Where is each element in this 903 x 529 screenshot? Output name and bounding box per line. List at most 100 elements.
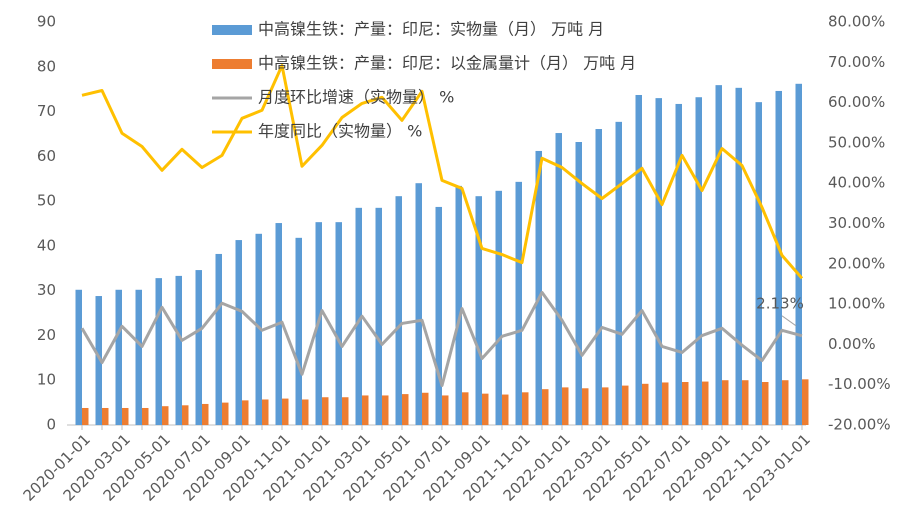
bar (782, 380, 789, 425)
bar (122, 407, 129, 425)
bar (282, 398, 289, 425)
bar (295, 237, 302, 425)
y-tick-label: 40 (37, 236, 56, 254)
bar (722, 380, 729, 425)
bar (795, 83, 802, 425)
bar (175, 275, 182, 425)
bar (475, 196, 482, 425)
bar (182, 405, 189, 425)
y2-tick-label: 10.00% (828, 295, 885, 313)
bar (635, 94, 642, 425)
bar (695, 97, 702, 425)
y2-tick-label: 0.00% (828, 335, 876, 353)
bar (115, 289, 122, 425)
bar (595, 129, 602, 425)
y2-tick-label: 40.00% (828, 174, 885, 192)
y2-tick-label: 50.00% (828, 133, 885, 151)
y-tick-label: 30 (37, 281, 56, 299)
y2-tick-label: -20.00% (828, 416, 891, 434)
bar (802, 379, 809, 425)
bar (655, 98, 662, 425)
legend-swatch (212, 59, 252, 69)
bar (442, 395, 449, 425)
bar (762, 382, 769, 425)
bar (735, 87, 742, 425)
y2-tick-label: 80.00% (828, 13, 885, 31)
line-series (80, 290, 803, 388)
bar (502, 394, 509, 425)
y-tick-label: 70 (37, 102, 56, 120)
bar (375, 207, 382, 425)
bar (255, 233, 262, 425)
bar (222, 402, 229, 425)
bar (215, 253, 222, 425)
bar (322, 397, 329, 425)
bar (155, 278, 162, 425)
data-label: 2.13% (756, 294, 804, 312)
bar (202, 403, 209, 425)
bar (515, 181, 522, 425)
bar (82, 407, 89, 425)
bar (415, 183, 422, 425)
y-tick-label: 60 (37, 147, 56, 165)
bar (662, 382, 669, 425)
bar (555, 133, 562, 425)
bar (75, 289, 82, 425)
line-series (81, 64, 804, 280)
bar (335, 222, 342, 425)
legend-label: 中高镍生铁：产量：印尼：以金属量计（月） 万吨 月 (258, 54, 636, 73)
y-tick-label: 10 (37, 371, 56, 389)
y2-tick-label: 70.00% (828, 53, 885, 71)
bar (682, 382, 689, 425)
bar (395, 196, 402, 425)
bar (235, 240, 242, 425)
bar (242, 400, 249, 425)
bar (702, 381, 709, 425)
bar (622, 385, 629, 425)
y-tick-label: 0 (46, 416, 56, 434)
bar (582, 388, 589, 425)
y-tick-label: 80 (37, 57, 56, 75)
y2-tick-label: -10.00% (828, 375, 891, 393)
legend-label: 中高镍生铁：产量：印尼：实物量（月） 万吨 月 (258, 20, 604, 39)
y-tick-label: 50 (37, 192, 56, 210)
bar (142, 407, 149, 425)
bar (522, 392, 529, 425)
y-tick-label: 20 (37, 326, 56, 344)
bar (542, 389, 549, 425)
legend-label: 年度同比（实物量） % (258, 122, 422, 141)
y2-tick-label: 30.00% (828, 214, 885, 232)
bar (422, 392, 429, 425)
bar (135, 289, 142, 425)
bar (195, 270, 202, 425)
bar (755, 102, 762, 425)
bar (162, 406, 169, 425)
bar (575, 142, 582, 425)
bar (775, 90, 782, 426)
bar (462, 392, 469, 425)
bar (435, 206, 442, 425)
bar (302, 399, 309, 425)
bar (102, 407, 109, 425)
bar (562, 387, 569, 425)
bar (362, 395, 369, 425)
bar (382, 395, 389, 425)
bar (742, 380, 749, 425)
bar (402, 394, 409, 425)
label-leader (781, 315, 797, 327)
bar (262, 399, 269, 425)
bar (95, 296, 102, 425)
bar (642, 383, 649, 425)
bar (455, 185, 462, 425)
y2-tick-label: 60.00% (828, 93, 885, 111)
bar (675, 103, 682, 426)
legend-label: 月度环比增速（实物量） % (258, 88, 454, 107)
bar (482, 393, 489, 425)
bar (535, 150, 542, 425)
legend-swatch (212, 25, 252, 35)
y2-tick-label: 20.00% (828, 254, 885, 272)
bar (355, 207, 362, 425)
bar (715, 85, 722, 426)
y-tick-label: 90 (37, 13, 56, 31)
